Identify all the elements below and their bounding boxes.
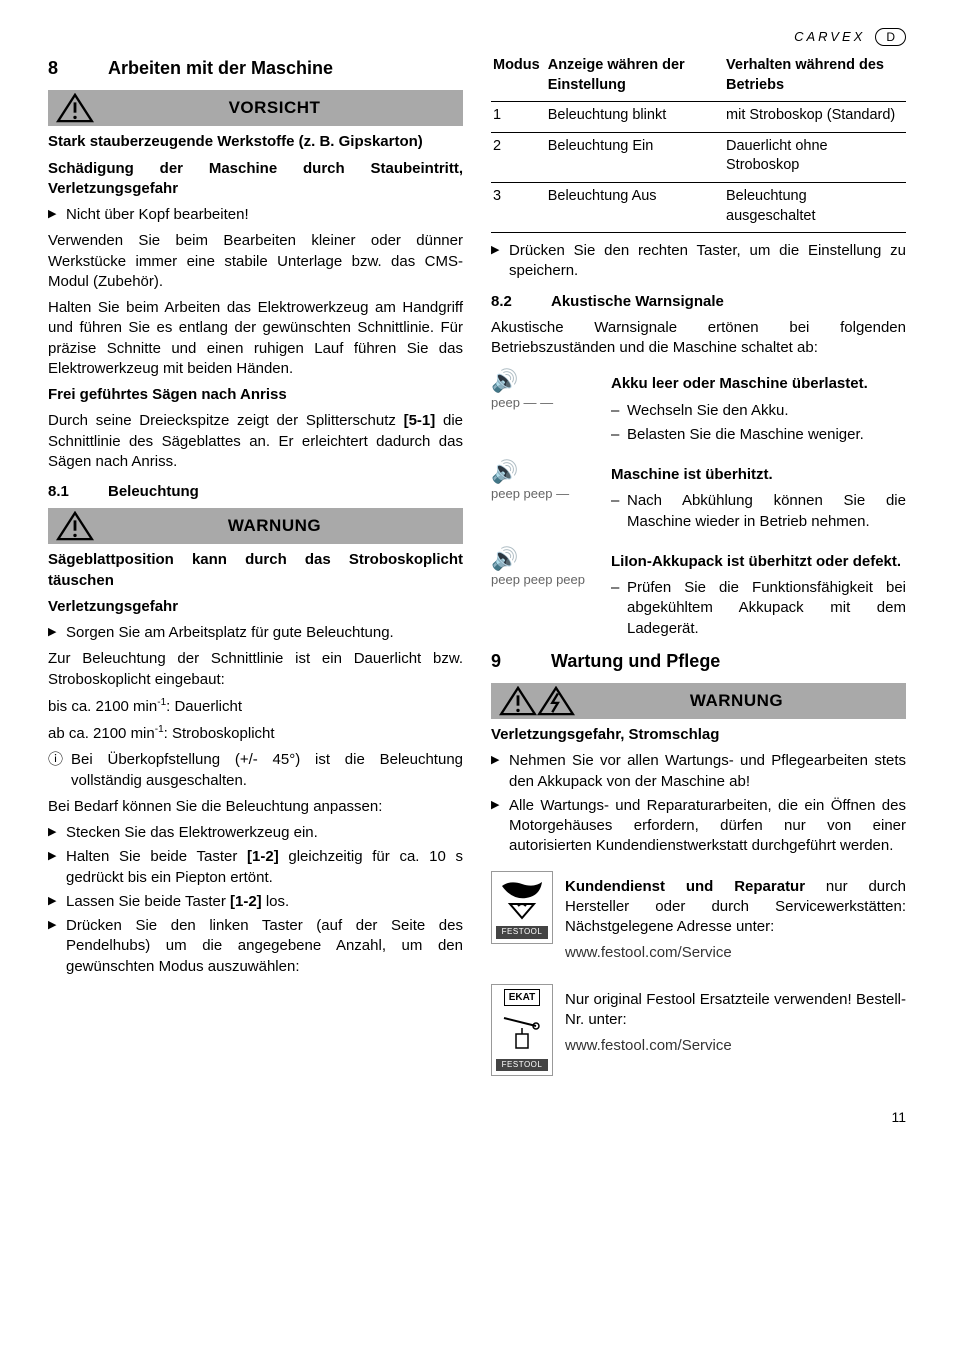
vorsicht-bullet: Nicht über Kopf bearbeiten!	[48, 205, 463, 225]
step-d: Drücken Sie den linken Taster (auf der S…	[48, 916, 463, 977]
warning-triangle-icon	[499, 686, 537, 716]
step-a: Stecken Sie das Elektrowerkzeug ein.	[48, 823, 463, 843]
para-1: Verwenden Sie beim Bearbeiten kleiner od…	[48, 231, 463, 292]
section-9-heading: 9 Wartung und Pflege	[491, 649, 906, 673]
vorsicht-bar: VORSICHT	[48, 90, 463, 126]
page-header: CARVEX D	[48, 28, 906, 46]
para-4: Zur Beleuchtung der Schnittlinie ist ein…	[48, 649, 463, 690]
warnung-r-l1: Verletzungsgefahr, Stromschlag	[491, 725, 906, 745]
para-7: Bei Bedarf können Sie die Beleuchtung an…	[48, 797, 463, 817]
warnung-bar-left: WARNUNG	[48, 508, 463, 544]
signal-2: 🔊peep peep ― Maschine ist überhitzt. Nac…	[491, 459, 906, 536]
info-line: ⓘ Bei Überkopfstellung (+/- 45°) ist die…	[48, 750, 463, 791]
section-8-heading: 8 Arbeiten mit der Maschine	[48, 56, 463, 80]
after-table-bullet: Drücken Sie den rechten Taster, um die E…	[491, 241, 906, 282]
speaker-icon: 🔊peep peep peep	[491, 546, 599, 643]
table-row: 2 Beleuchtung Ein Dauerlicht ohne Strobo…	[491, 132, 906, 182]
vorsicht-label: VORSICHT	[94, 97, 455, 120]
ekat-icon: EKAT FESTOOL	[491, 984, 553, 1077]
table-row: 1 Beleuchtung blinkt mit Stroboskop (Sta…	[491, 102, 906, 133]
page-number: 11	[48, 1108, 906, 1127]
vorsicht-line1: Stark stauberzeugende Werkstoffe (z. B. …	[48, 132, 463, 152]
warning-triangle-icon	[56, 511, 94, 541]
warnung-label-left: WARNUNG	[94, 515, 455, 538]
para-3: Durch seine Dreieckspitze zeigt der Spli…	[48, 411, 463, 472]
para-5: bis ca. 2100 min-1: Dauerlicht	[48, 696, 463, 717]
warnung-label-right: WARNUNG	[575, 690, 898, 713]
th-verhalten: Verhalten während des Betriebs	[724, 52, 906, 102]
warning-triangle-icon	[56, 93, 94, 123]
speaker-icon: 🔊peep peep ―	[491, 459, 599, 536]
para-2: Halten Sie beim Arbeiten das Elektrowerk…	[48, 298, 463, 379]
service-block-1: FESTOOL Kundendienst und Reparatur nur d…	[491, 871, 906, 970]
service-globe-icon: FESTOOL	[491, 871, 553, 944]
ekat-url: www.festool.com/Service	[565, 1036, 906, 1056]
service-url: www.festool.com/Service	[565, 943, 906, 963]
step-b: Halten Sie beide Taster [1-2] gleichzeit…	[48, 847, 463, 888]
warnung-bar-right: WARNUNG	[491, 683, 906, 719]
th-anzeige: Anzeige währen der Einstellung	[546, 52, 724, 102]
table-row: 3 Beleuchtung Aus Beleuchtung ausgeschal…	[491, 183, 906, 233]
warnung-r-b2: Alle Wartungs- und Reparaturarbeiten, di…	[491, 796, 906, 857]
warnung-l2: Verletzungsgefahr	[48, 597, 463, 617]
heading-frei: Frei geführtes Sägen nach Anriss	[48, 385, 463, 405]
speaker-icon: 🔊peep ― ―	[491, 368, 599, 449]
warnung-r-b1: Nehmen Sie vor allen Wartungs- und Pfleg…	[491, 751, 906, 792]
right-column: Modus Anzeige währen der Einstellung Ver…	[491, 52, 906, 1080]
para-akustik: Akustische Warnsignale ertönen bei folge…	[491, 318, 906, 359]
signal-3: 🔊peep peep peep LiIon-Akkupack ist überh…	[491, 546, 906, 643]
signal-1: 🔊peep ― ― Akku leer oder Maschine überla…	[491, 368, 906, 449]
left-column: 8 Arbeiten mit der Maschine VORSICHT Sta…	[48, 52, 463, 1080]
language-badge: D	[875, 28, 906, 46]
service-block-2: EKAT FESTOOL Nur original Festool Ersatz…	[491, 984, 906, 1077]
warnung-l1: Sägeblattposition kann durch das Strobos…	[48, 550, 463, 591]
brand-label: CARVEX	[794, 28, 865, 46]
electric-triangle-icon	[537, 686, 575, 716]
warnung-bullet: Sorgen Sie am Arbeitsplatz für gute Bele…	[48, 623, 463, 643]
section-8-2-heading: 8.2 Akustische Warnsignale	[491, 292, 906, 312]
section-8-1-heading: 8.1 Beleuchtung	[48, 482, 463, 502]
para-6: ab ca. 2100 min-1: Stroboskoplicht	[48, 723, 463, 744]
info-icon: ⓘ	[48, 750, 63, 770]
modes-table: Modus Anzeige währen der Einstellung Ver…	[491, 52, 906, 233]
vorsicht-line2: Schädigung der Maschine durch Staubeintr…	[48, 159, 463, 200]
th-modus: Modus	[491, 52, 546, 102]
step-c: Lassen Sie beide Taster [1-2] los.	[48, 892, 463, 912]
